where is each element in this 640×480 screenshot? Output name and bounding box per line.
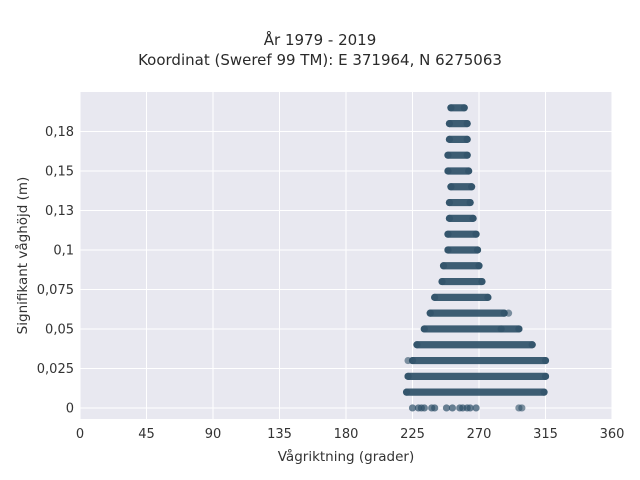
data-point <box>445 135 454 143</box>
y-tick-label: 0,025 <box>37 362 74 377</box>
y-tick-label: 0,075 <box>37 283 74 298</box>
x-tick-label: 45 <box>138 427 155 442</box>
data-point <box>475 262 483 270</box>
data-point <box>465 167 473 175</box>
data-point <box>402 388 411 396</box>
data-point <box>426 309 434 317</box>
data-point <box>404 372 412 380</box>
chart-title: År 1979 - 2019 <box>263 31 377 49</box>
data-point <box>445 214 454 222</box>
x-tick-label: 270 <box>467 427 492 442</box>
data-point <box>439 262 448 270</box>
data-point <box>515 325 523 333</box>
data-point <box>444 167 452 175</box>
data-point <box>448 404 456 412</box>
data-point <box>445 198 454 207</box>
data-point <box>472 230 480 238</box>
data-point <box>473 246 482 254</box>
y-tick-label: 0,05 <box>45 322 74 337</box>
data-point <box>438 277 446 286</box>
data-point <box>447 104 455 112</box>
y-tick-label: 0 <box>66 401 74 416</box>
data-point <box>460 104 468 112</box>
data-point <box>445 119 454 128</box>
data-point <box>444 151 452 159</box>
data-point <box>528 341 536 349</box>
data-point <box>444 230 452 238</box>
data-point <box>420 404 428 412</box>
data-point <box>478 277 486 286</box>
data-point <box>442 404 451 412</box>
data-point <box>469 214 477 222</box>
data-point <box>504 309 513 317</box>
data-point <box>413 341 421 349</box>
data-point <box>463 151 471 159</box>
data-point <box>484 293 492 301</box>
x-axis-label: Vågriktning (grader) <box>278 448 415 465</box>
x-tick-label: 360 <box>600 427 625 442</box>
data-point <box>431 404 439 412</box>
data-point <box>466 404 474 412</box>
data-point <box>463 135 471 143</box>
data-point <box>408 404 417 412</box>
y-tick-label: 0,13 <box>45 204 74 219</box>
x-tick-label: 225 <box>400 427 425 442</box>
x-tick-label: 180 <box>334 427 359 442</box>
data-point <box>472 404 480 412</box>
y-tick-label: 0,18 <box>45 125 74 140</box>
data-point <box>541 356 550 365</box>
data-point <box>497 325 505 333</box>
data-point <box>466 198 474 207</box>
data-point <box>444 246 452 254</box>
y-tick-label: 0,15 <box>45 164 74 179</box>
data-point <box>468 183 476 191</box>
data-point <box>463 119 471 128</box>
data-point <box>540 388 548 396</box>
data-point <box>404 356 412 365</box>
y-axis-label: Signifikant våghöjd (m) <box>14 177 31 335</box>
data-point <box>447 183 455 191</box>
data-point <box>431 293 439 301</box>
data-point <box>541 372 550 380</box>
x-tick-label: 90 <box>205 427 222 442</box>
chart-subtitle: Koordinat (Sweref 99 TM): E 371964, N 62… <box>138 51 502 69</box>
x-tick-label: 135 <box>267 427 292 442</box>
y-tick-label: 0,1 <box>53 243 74 258</box>
data-point <box>518 404 526 412</box>
x-tick-label: 315 <box>533 427 558 442</box>
data-point <box>420 325 428 333</box>
x-tick-label: 0 <box>76 427 84 442</box>
